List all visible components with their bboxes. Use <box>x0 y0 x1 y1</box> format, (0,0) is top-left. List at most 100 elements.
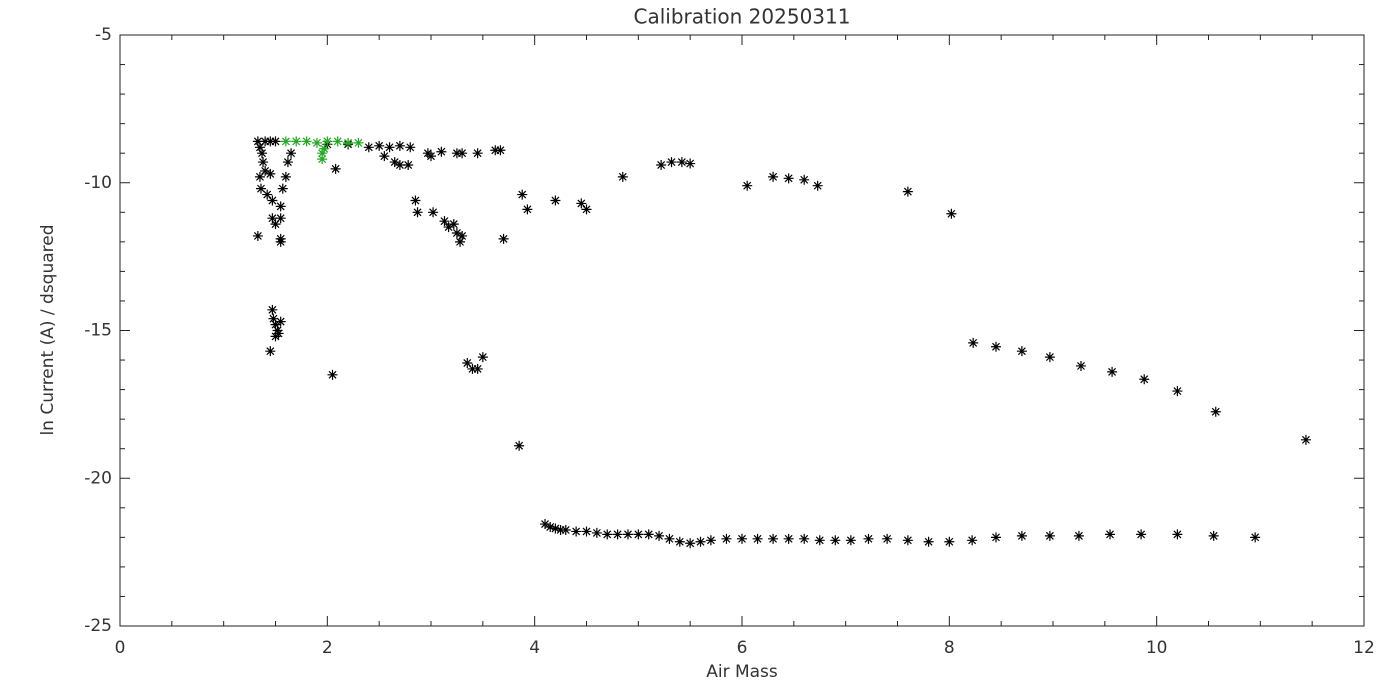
data-point <box>260 165 271 176</box>
data-point <box>319 143 330 154</box>
data-point <box>257 148 268 159</box>
data-point <box>451 227 462 238</box>
data-point <box>265 136 276 147</box>
data-point <box>267 304 278 315</box>
data-point <box>410 195 421 206</box>
data-point <box>268 313 279 324</box>
x-tick-label: 12 <box>1353 638 1375 658</box>
data-point <box>301 136 312 147</box>
data-point <box>863 533 874 544</box>
data-point <box>990 341 1001 352</box>
data-point <box>254 142 265 153</box>
data-point <box>443 222 454 233</box>
data-point <box>602 529 613 540</box>
data-point <box>394 140 405 151</box>
data-point <box>617 171 628 182</box>
data-point <box>812 180 823 191</box>
data-point <box>612 529 623 540</box>
y-tick-label: -10 <box>84 173 112 193</box>
data-point <box>363 142 374 153</box>
data-point <box>317 154 328 165</box>
data-point <box>664 533 675 544</box>
data-point <box>550 523 561 534</box>
data-point <box>1044 530 1055 541</box>
data-point <box>944 536 955 547</box>
data-point <box>742 180 753 191</box>
data-point <box>845 535 856 546</box>
data-point <box>322 136 333 147</box>
data-point <box>1136 529 1147 540</box>
y-tick-label: -25 <box>84 616 112 636</box>
data-point <box>327 369 338 380</box>
data-point <box>467 363 478 374</box>
data-point <box>374 140 385 151</box>
data-point <box>428 207 439 218</box>
data-point <box>967 535 978 546</box>
data-point <box>695 536 706 547</box>
data-point <box>403 160 414 171</box>
data-point <box>252 136 263 147</box>
data-point <box>426 151 436 162</box>
data-point <box>255 183 266 194</box>
data-point <box>477 352 488 363</box>
data-point <box>311 137 322 148</box>
data-point <box>275 201 286 212</box>
y-tick-label: -15 <box>84 321 112 341</box>
data-point <box>405 142 416 153</box>
data-point <box>1208 530 1219 541</box>
x-tick-label: 2 <box>322 638 333 658</box>
data-point <box>882 533 893 544</box>
data-point <box>379 151 390 162</box>
data-point <box>270 136 281 147</box>
data-point <box>1016 530 1027 541</box>
chart-title: Calibration 20250311 <box>634 5 851 29</box>
data-point <box>946 208 957 219</box>
data-point <box>260 136 271 147</box>
x-tick-label: 10 <box>1146 638 1168 658</box>
data-point <box>514 440 525 451</box>
data-point <box>560 524 571 535</box>
data-point <box>643 529 654 540</box>
x-tick-label: 4 <box>529 638 540 658</box>
data-point <box>412 207 423 218</box>
data-point <box>1139 374 1150 385</box>
data-point <box>622 529 633 540</box>
data-point <box>384 142 395 153</box>
data-point <box>721 533 732 544</box>
data-point <box>666 157 677 168</box>
data-point <box>674 536 685 547</box>
data-point <box>254 171 265 182</box>
data-point <box>262 189 273 200</box>
data-point <box>394 160 405 171</box>
data-point <box>267 213 278 224</box>
x-axis-label: Air Mass <box>706 662 778 682</box>
data-point <box>275 236 286 247</box>
data-point <box>258 157 269 168</box>
data-point <box>462 358 473 369</box>
data-point <box>654 530 665 541</box>
data-point <box>633 529 644 540</box>
data-point <box>902 186 913 197</box>
data-point <box>550 195 561 206</box>
data-point <box>783 173 794 184</box>
y-tick-label: -5 <box>95 25 112 45</box>
data-point <box>270 319 281 330</box>
data-point <box>1172 386 1183 397</box>
data-point <box>291 136 302 147</box>
data-point <box>768 171 779 182</box>
data-point <box>267 195 278 206</box>
data-point <box>799 174 810 185</box>
data-point <box>436 146 447 157</box>
data-point <box>830 535 841 546</box>
x-tick-label: 6 <box>737 638 748 658</box>
data-point <box>571 526 582 537</box>
data-point <box>1105 529 1116 540</box>
data-point <box>1044 352 1055 363</box>
data-point <box>540 519 551 530</box>
data-point <box>545 522 556 533</box>
data-point <box>814 535 825 546</box>
data-point <box>353 137 364 148</box>
data-point <box>555 524 566 535</box>
data-point <box>343 137 354 148</box>
data-point <box>1016 346 1027 357</box>
